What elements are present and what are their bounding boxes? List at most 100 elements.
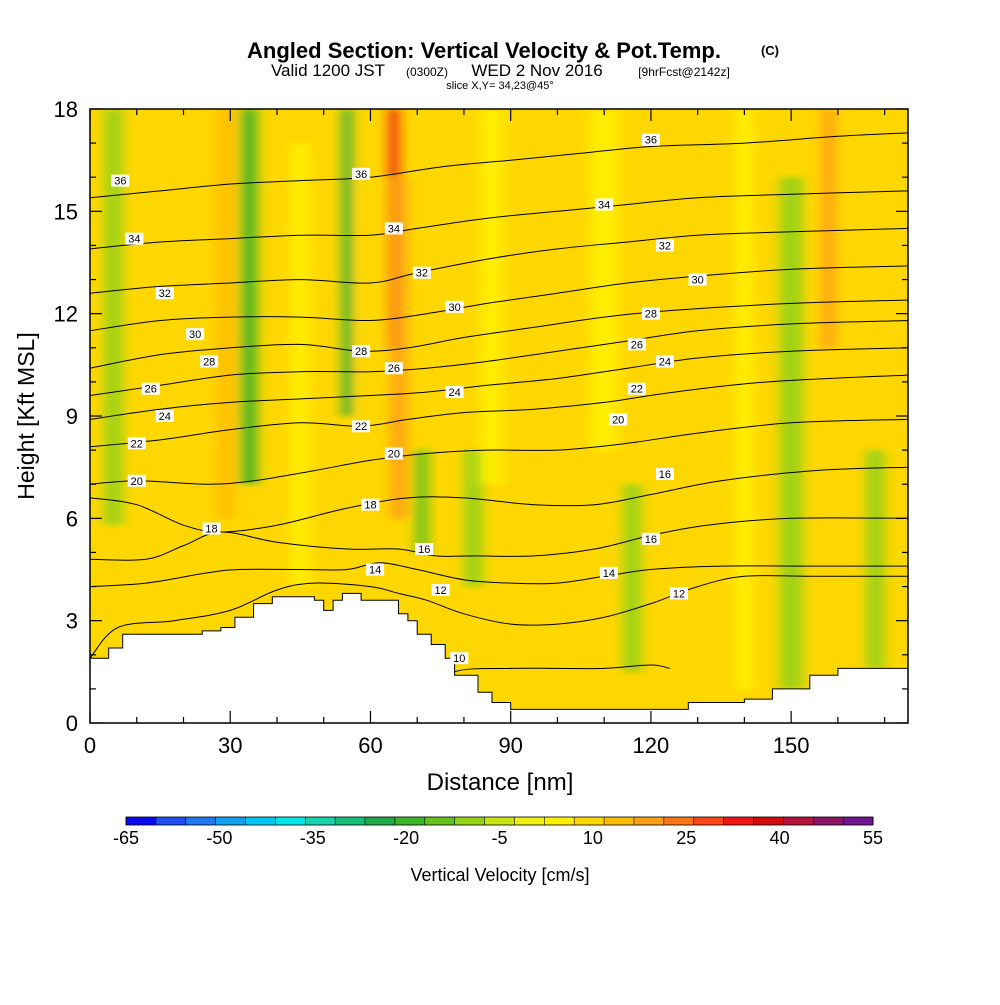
y-tick-label: 9	[66, 404, 78, 429]
velocity-column-11	[480, 109, 504, 485]
contour-label-32: 20	[609, 413, 628, 426]
contour-label-box	[415, 543, 434, 556]
colorbar-swatch	[365, 817, 396, 825]
theta-contours	[90, 132, 908, 723]
contour-label-10: 36	[352, 167, 371, 181]
velocity-column-13	[622, 484, 642, 672]
contour-label-33: 16	[655, 467, 674, 481]
contour-label-box	[599, 566, 618, 579]
slice-info: slice X,Y= 34,23@45°	[446, 80, 554, 92]
contour-label-box	[431, 583, 450, 596]
contour-label-19: 18	[361, 498, 380, 512]
valid-time: Valid 1200 JST	[271, 61, 385, 80]
contour-label-text: 20	[388, 449, 400, 461]
x-tick-label: 120	[633, 733, 670, 758]
contour-label-21: 14	[366, 563, 385, 577]
colorbar-swatch	[693, 817, 725, 825]
colorbar-swatch	[574, 817, 605, 825]
colorbar-swatch	[753, 817, 784, 825]
velocity-column-10	[463, 450, 483, 587]
contour-label-text: 12	[673, 588, 685, 600]
colorbar-label: Vertical Velocity [cm/s]	[410, 865, 589, 885]
contour-label-box	[627, 338, 646, 351]
velocity-column-1	[202, 279, 212, 621]
colorbar-tick-label: -20	[393, 828, 419, 848]
contour-label-28: 28	[641, 307, 660, 321]
contour-label-0: 36	[111, 174, 130, 188]
valid-time-utc: (0300Z)	[406, 65, 448, 79]
contour-label-box	[186, 328, 205, 341]
contour-label-8: 20	[127, 474, 146, 488]
colorbar-swatch	[215, 817, 247, 825]
velocity-column-0	[104, 109, 123, 526]
contour-label-15: 26	[384, 362, 403, 375]
x-axis-label: Distance [nm]	[427, 769, 574, 796]
contour-label-box	[445, 300, 464, 313]
velocity-column-5	[342, 109, 352, 416]
velocity-column-15	[779, 177, 803, 689]
contour-label-text: 32	[159, 288, 171, 300]
contour-24	[90, 347, 908, 420]
contour-label-text: 12	[434, 585, 446, 597]
colorbar-swatch	[185, 817, 217, 825]
velocity-column-14	[735, 109, 754, 689]
contour-label-box	[155, 410, 174, 422]
contour-30	[90, 265, 908, 332]
velocity-column-3	[240, 109, 258, 485]
contour-label-box	[688, 273, 707, 286]
contour-label-5: 26	[141, 382, 160, 396]
contour-label-box	[641, 532, 660, 545]
colorbar-swatch	[783, 817, 814, 825]
contour-label-11: 34	[384, 222, 403, 235]
contour-label-box	[641, 307, 660, 320]
contour-label-27: 30	[688, 273, 707, 287]
contour-34	[90, 190, 908, 250]
contour-label-box	[352, 345, 371, 358]
colorbar-tick-label: 25	[676, 828, 696, 848]
y-tick-label: 18	[54, 97, 78, 122]
contour-label-text: 10	[453, 653, 465, 665]
x-tick-label: 90	[498, 733, 522, 758]
contour-label-text: 24	[159, 411, 171, 423]
contour-label-9: 18	[202, 522, 221, 536]
contour-label-16: 24	[445, 386, 464, 399]
velocity-column-4	[290, 143, 310, 587]
contour-label-box	[366, 563, 385, 576]
contour-label-text: 26	[145, 384, 157, 396]
contour-label-text: 14	[369, 565, 381, 577]
contour-label-text: 14	[603, 568, 615, 580]
contour-label-text: 22	[131, 438, 143, 450]
contour-label-box	[627, 382, 646, 395]
contour-label-text: 22	[631, 384, 643, 396]
contour-label-box	[141, 382, 160, 395]
colorbar-tick-label: 55	[863, 828, 883, 848]
colorbar-swatch	[305, 817, 336, 825]
contour-label-text: 36	[114, 176, 126, 188]
contour-label-3: 30	[186, 328, 205, 341]
contour-label-text: 34	[598, 200, 610, 212]
colorbar-tick-label: -50	[206, 828, 232, 848]
contour-label-box	[127, 437, 146, 450]
contour-label-7: 22	[127, 437, 146, 450]
contour-label-text: 28	[355, 346, 367, 358]
colorbar-swatch	[604, 817, 635, 825]
contour-label-30: 24	[655, 355, 674, 368]
contour-label-box	[445, 386, 464, 399]
contour-28	[90, 299, 908, 369]
colorbar-swatch	[126, 817, 157, 825]
contour-labels: 36 34 32 30 28 26 24 22 20 18 36 34 32 30 28 26 24 22 20 18…	[111, 133, 707, 665]
x-tick-label: 30	[218, 733, 242, 758]
contour-label-text: 28	[645, 309, 657, 321]
contour-14	[90, 562, 908, 588]
contour-22	[90, 374, 908, 448]
contour-label-20: 16	[415, 543, 434, 556]
colorbar-swatch	[843, 817, 874, 825]
colorbar-swatch	[394, 817, 426, 825]
contour-label-box	[609, 413, 628, 426]
contour-label-23: 10	[450, 652, 469, 665]
contour-36	[90, 132, 908, 199]
contour-20	[90, 418, 908, 485]
contour-label-text: 36	[355, 169, 367, 181]
colorbar: -65 -50 -35 -20 -5 10 25 40 55	[113, 816, 883, 848]
